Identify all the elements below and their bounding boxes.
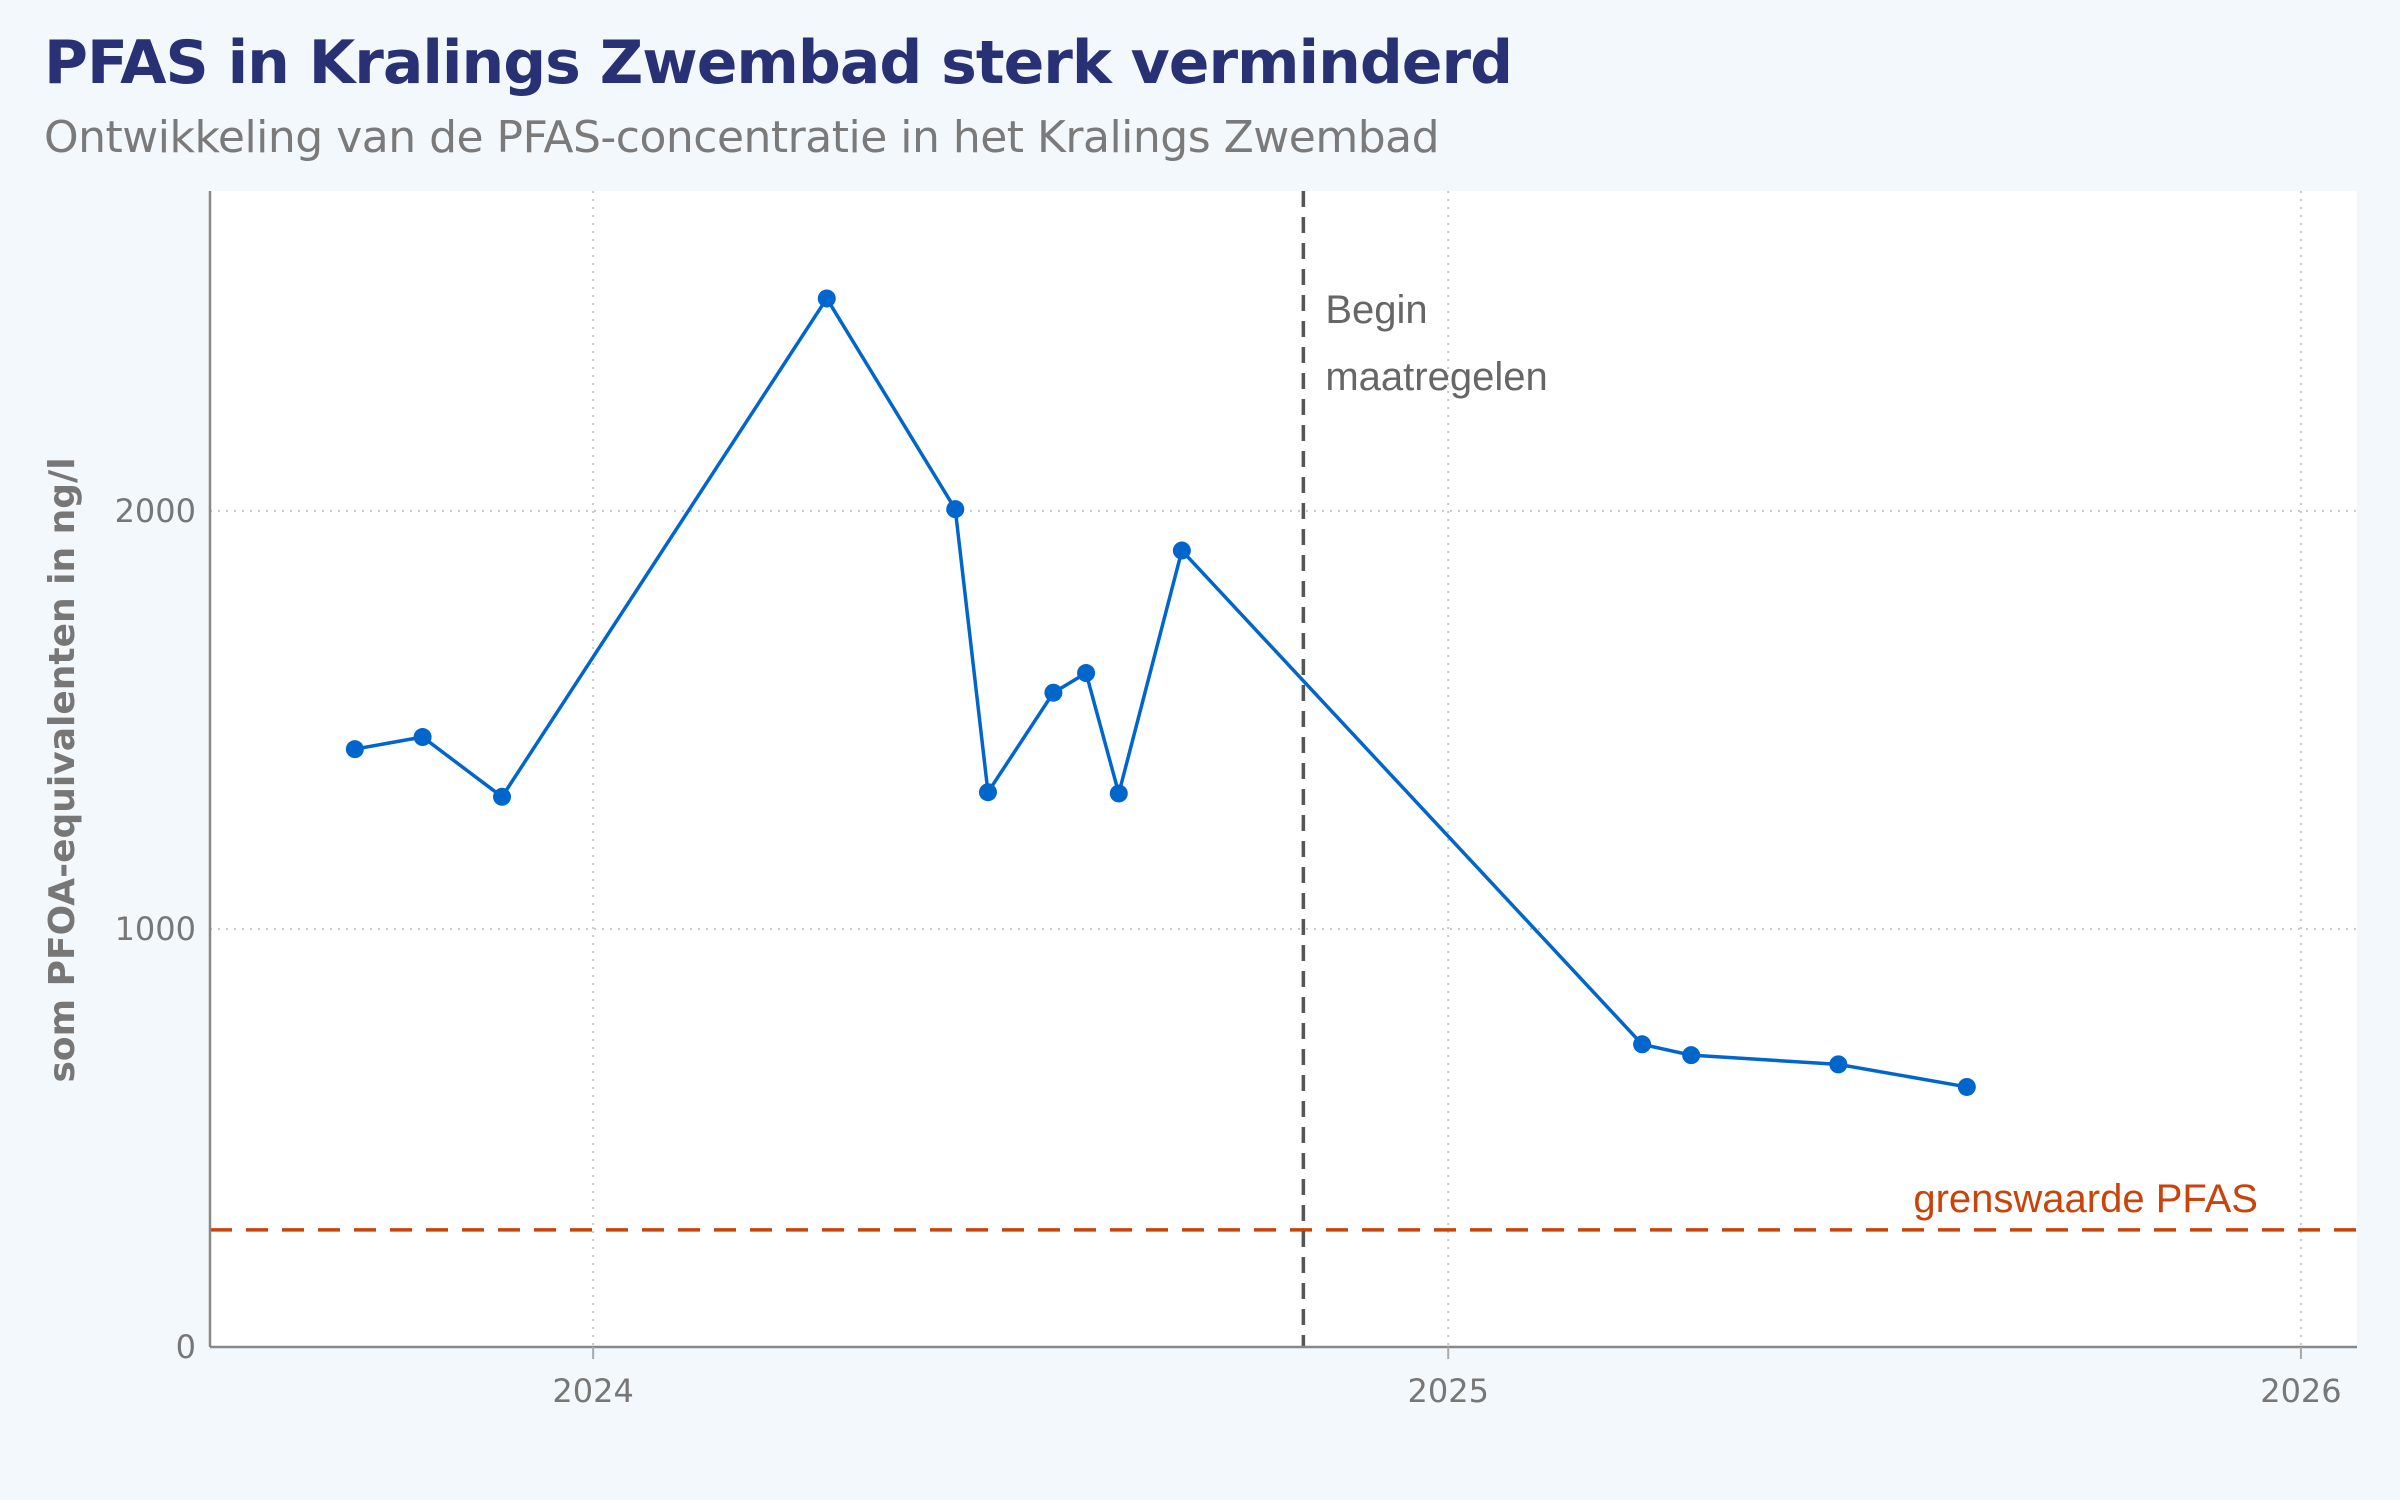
- measures-start-label: Begin: [1325, 288, 1427, 332]
- data-point: [1077, 664, 1096, 683]
- x-tick-label: 2024: [552, 1372, 633, 1410]
- data-point: [493, 787, 512, 806]
- data-point: [1633, 1035, 1652, 1054]
- measures-start-label: maatregelen: [1325, 355, 1547, 399]
- data-point: [1109, 784, 1128, 803]
- threshold-label: grenswaarde PFAS: [1913, 1177, 2258, 1221]
- data-point: [978, 783, 997, 802]
- data-point: [1172, 541, 1191, 560]
- data-point: [946, 500, 965, 519]
- chart-subtitle: Ontwikkeling van de PFAS-concentratie in…: [44, 112, 1440, 163]
- plot-area: [210, 191, 2357, 1347]
- data-point: [1829, 1055, 1848, 1074]
- chart-title: PFAS in Kralings Zwembad sterk verminder…: [44, 28, 1513, 98]
- x-tick-label: 2026: [2260, 1372, 2341, 1410]
- y-tick-label: 2000: [115, 492, 196, 530]
- data-point: [345, 740, 364, 759]
- y-tick-label: 1000: [115, 910, 196, 948]
- data-point: [1957, 1077, 1976, 1096]
- data-point: [1682, 1046, 1701, 1065]
- x-tick-label: 2025: [1407, 1372, 1488, 1410]
- y-axis-label: som PFOA-equivalenten in ng/l: [42, 457, 83, 1082]
- data-point: [1044, 683, 1063, 702]
- data-point: [413, 728, 432, 747]
- y-tick-label: 0: [176, 1328, 196, 1366]
- data-point: [817, 289, 836, 308]
